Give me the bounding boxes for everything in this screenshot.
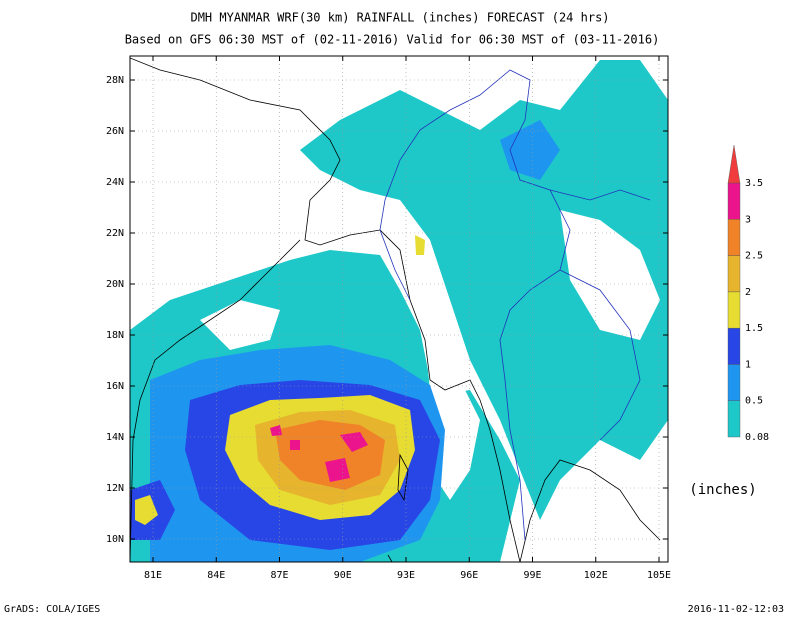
lon-label: 90E — [334, 570, 352, 581]
lon-label: 96E — [460, 570, 478, 581]
borders — [379, 69, 651, 541]
lat-label: 26N — [106, 126, 124, 137]
map-frame — [129, 55, 669, 563]
footer-right: 2016-11-02-12:03 — [688, 604, 784, 615]
graticule — [130, 56, 668, 562]
footer-left: GrADS: COLA/IGES — [4, 604, 100, 615]
lon-label: 81E — [144, 570, 162, 581]
lon-label: 84E — [207, 570, 225, 581]
legend-label: 0.5 — [745, 396, 763, 407]
lon-label: 99E — [523, 570, 541, 581]
lat-label: 28N — [106, 75, 124, 86]
lon-label: 105E — [647, 570, 671, 581]
lat-label: 16N — [106, 381, 124, 392]
legend-label: 3 — [745, 214, 751, 225]
legend-label: 1 — [745, 359, 751, 370]
legend-swatch — [727, 327, 741, 365]
legend-swatch — [727, 219, 741, 256]
coastlines — [130, 57, 661, 562]
color-legend: 0.08 0.5 1 1.5 2 2.5 3 3.5 — [727, 144, 769, 443]
lat-label: 12N — [106, 483, 124, 494]
lon-label: 102E — [584, 570, 608, 581]
lat-label: 18N — [106, 330, 124, 341]
legend-unit: (inches) — [689, 482, 756, 498]
lat-label: 20N — [106, 279, 124, 290]
legend-swatch — [727, 255, 741, 293]
subtitle: Based on GFS 06:30 MST of (02-11-2016) V… — [125, 33, 660, 47]
legend-swatch — [727, 144, 741, 184]
legend-label: 2 — [745, 287, 751, 298]
lat-label: 24N — [106, 177, 124, 188]
legend-swatch — [727, 364, 741, 401]
lat-label: 10N — [106, 534, 124, 545]
rain-field — [130, 60, 668, 562]
legend-swatch — [727, 182, 741, 220]
legend-swatch — [727, 400, 741, 438]
lat-label: 22N — [106, 228, 124, 239]
legend-label: 0.08 — [745, 432, 769, 443]
lat-label: 14N — [106, 432, 124, 443]
map-area — [129, 55, 669, 563]
legend-swatch — [727, 291, 741, 329]
lon-label: 93E — [397, 570, 415, 581]
legend-label: 1.5 — [745, 323, 763, 334]
lon-label: 87E — [270, 570, 288, 581]
legend-label: 2.5 — [745, 251, 763, 262]
title: DMH MYANMAR WRF(30 km) RAINFALL (inches)… — [190, 11, 609, 25]
legend-label: 3.5 — [745, 178, 763, 189]
